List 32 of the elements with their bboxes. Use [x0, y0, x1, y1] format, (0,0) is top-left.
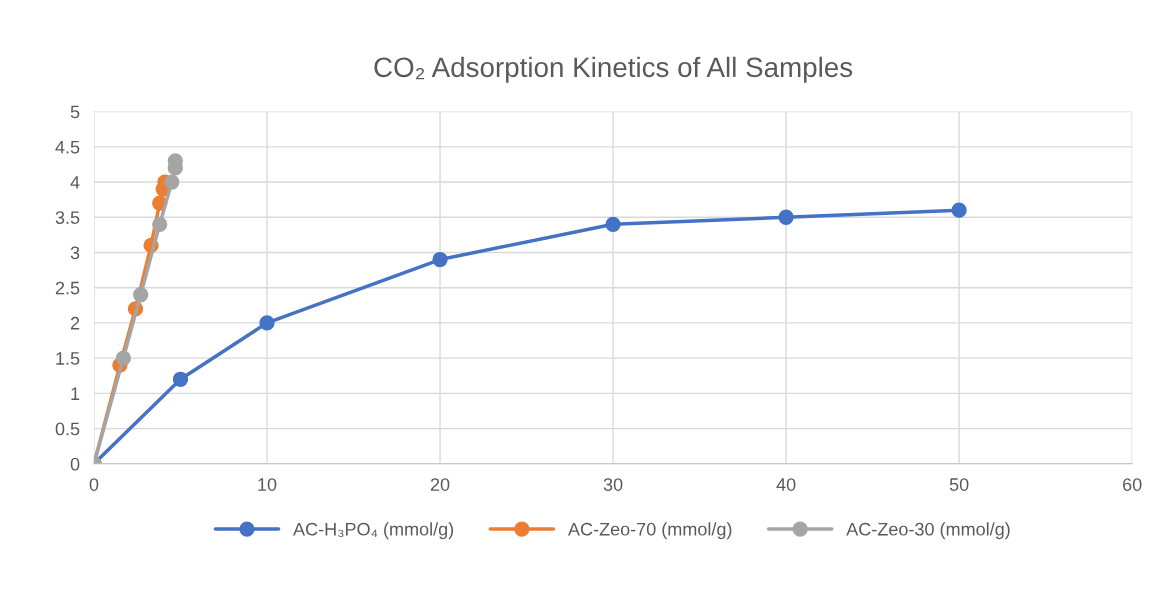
y-tick-label: 1 [71, 387, 80, 400]
y-tick-label: 2.5 [55, 281, 80, 295]
y-tick-label: 4.5 [55, 140, 80, 154]
x-tick-label: 20 [430, 478, 450, 491]
y-tick-label: 2 [70, 316, 80, 330]
legend-label: AC-H₃PO₄ (mmol/g) [293, 522, 454, 540]
legend-label: AC-Zeo-30 (mmol/g) [846, 522, 1010, 540]
x-tick-label: 30 [603, 478, 623, 491]
point [172, 371, 189, 387]
y-tick-label: 0.5 [55, 422, 80, 436]
x-tick-label: 60 [1123, 478, 1142, 491]
y-tick-label: 3 [70, 246, 80, 260]
x-tick-label: 50 [949, 478, 969, 491]
chart-title: CO₂ Adsorption Kinetics of All Samples [374, 56, 853, 83]
x-tick-label: 10 [258, 478, 277, 491]
y-tick-label: 1.5 [56, 352, 80, 365]
x-tick-label: 40 [776, 478, 796, 491]
y-tick-label: 5 [70, 105, 80, 119]
y-tick-label: 4 [70, 176, 80, 189]
y-tick-label: 0 [70, 457, 80, 471]
point [951, 202, 967, 218]
point [133, 287, 149, 303]
point [115, 350, 132, 366]
point [432, 251, 448, 268]
point [152, 216, 168, 232]
point [259, 315, 275, 331]
point [164, 174, 180, 190]
x-tick-label: 0 [89, 478, 99, 491]
point [778, 209, 794, 225]
legend-label: AC-Zeo-70 (mmol/g) [567, 522, 732, 540]
point [605, 216, 621, 232]
y-tick-label: 3.5 [55, 211, 80, 224]
